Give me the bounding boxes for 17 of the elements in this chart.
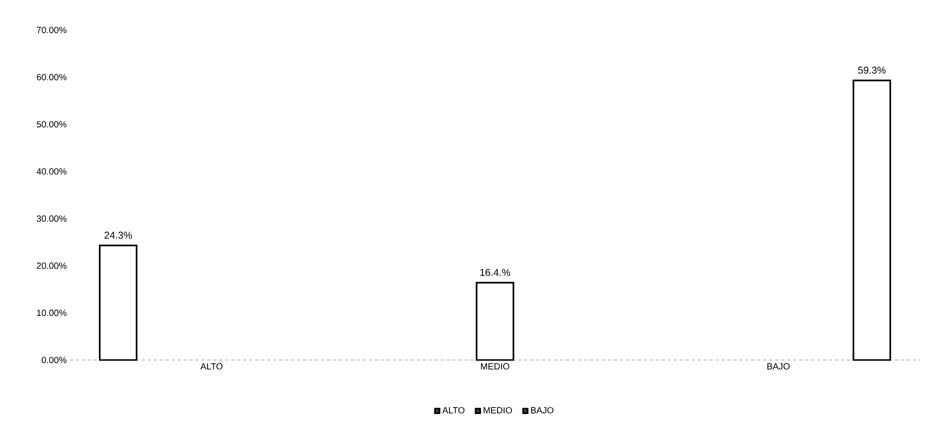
y-tick-label: 70.00% <box>36 26 66 34</box>
x-tick-label: MEDIO <box>481 363 510 370</box>
y-tick-label: 60.00% <box>36 74 66 80</box>
x-tick-label: BAJO <box>767 363 790 370</box>
y-tick-label: 30.00% <box>36 215 66 222</box>
data-label: 59.3% <box>858 66 886 74</box>
legend-label: MEDIO <box>484 407 512 414</box>
x-tick-label: ALTO <box>200 363 223 370</box>
y-tick-label: 40.00% <box>36 168 66 175</box>
data-label: 16.4.% <box>480 268 510 276</box>
data-label: 24.3% <box>104 232 132 239</box>
legend-label: ALTO <box>442 407 464 414</box>
y-tick-label: 20.00% <box>36 262 66 269</box>
y-tick-label: 50.00% <box>36 121 66 128</box>
y-tick-label: 10.00% <box>37 310 66 316</box>
y-tick-label: 0.00% <box>42 356 66 364</box>
legend-label: BAJO <box>531 407 554 414</box>
